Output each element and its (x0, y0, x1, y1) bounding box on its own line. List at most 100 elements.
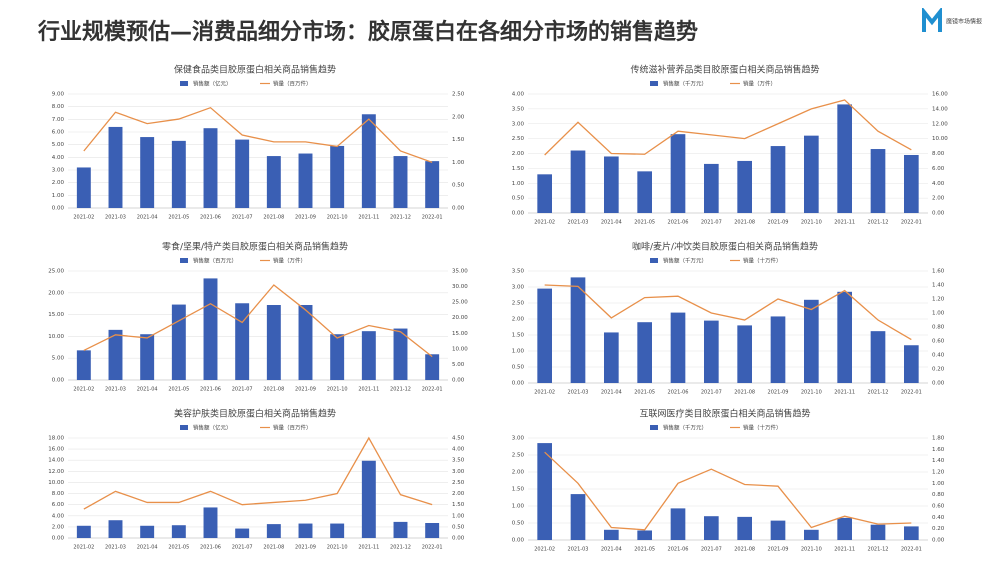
bar (393, 156, 408, 208)
y2-tick-label: 0.50 (452, 524, 465, 530)
bar (804, 299, 819, 383)
y2-tick-label: 1.00 (452, 513, 465, 519)
x-tick-label: 2021-02 (534, 547, 555, 553)
x-tick-label: 2021-12 (390, 545, 411, 551)
x-tick-label: 2021-03 (105, 545, 126, 551)
y-tick-label: 4.00 (52, 155, 65, 161)
bar (76, 350, 91, 380)
bar (425, 161, 440, 208)
chart-panel: 咖啡/麦片/冲饮类目胶原蛋白相关商品销售趋势 0.00 0.50 1.00 1.50 2.… (490, 235, 960, 407)
bar (425, 523, 440, 538)
logo-text: 魔镜市场情报 (946, 18, 982, 26)
y2-tick-label: 1.40 (932, 458, 945, 464)
line (544, 99, 912, 156)
y-tick-label: 5.00 (52, 142, 65, 148)
legend-label: 销售额（千万元） (663, 257, 707, 265)
y-tick-label: 3.50 (512, 106, 525, 112)
legend-label: 销量（万件） (273, 257, 306, 265)
y2-tick-label: 0.00 (452, 378, 465, 384)
y2-tick-label: 0.60 (932, 339, 945, 345)
y-tick-label: 8.00 (52, 104, 65, 110)
bar (235, 303, 250, 380)
y2-tick-label: 0.40 (932, 353, 945, 359)
bar (570, 494, 586, 540)
y2-tick-label: 4.00 (452, 447, 465, 453)
y2-tick-label: 14.00 (932, 106, 948, 112)
legend-label: 销量（万件） (743, 80, 776, 88)
y-tick-label: 1.50 (512, 333, 525, 339)
y2-tick-label: 0.20 (932, 367, 945, 373)
chart: 互联网医疗类目胶原蛋白相关商品销售趋势 0.00 0.50 1.00 1.50 2.00 2… (512, 408, 945, 553)
y2-tick-label: 0.00 (452, 206, 465, 212)
y2-tick-label: 1.20 (932, 297, 945, 303)
x-tick-label: 2022-01 (422, 215, 443, 221)
y-tick-label: 6.00 (52, 502, 65, 508)
x-tick-label: 2021-11 (834, 390, 855, 396)
y-tick-label: 3.50 (512, 269, 525, 275)
legend-label: 销售额（千万元） (663, 424, 707, 432)
bar (570, 150, 586, 213)
bar (298, 523, 313, 538)
bar (704, 163, 719, 213)
chart: 咖啡/麦片/冲饮类目胶原蛋白相关商品销售趋势 0.00 0.50 1.00 1.50 2.… (512, 241, 945, 396)
x-tick-label: 2021-02 (73, 215, 94, 221)
x-tick-label: 2021-08 (734, 390, 755, 396)
y-tick-label: 2.50 (512, 136, 525, 142)
legend-label: 销售额（亿元） (193, 80, 232, 88)
bar (804, 529, 819, 540)
x-tick-label: 2021-05 (634, 220, 655, 226)
x-tick-label: 2021-12 (868, 220, 889, 226)
y-tick-label: 2.00 (512, 151, 525, 157)
chart-title: 美容护肤类目胶原蛋白相关商品销售趋势 (174, 408, 336, 420)
x-tick-label: 2021-04 (137, 545, 158, 551)
bar (604, 529, 619, 540)
x-tick-label: 2021-11 (834, 220, 855, 226)
bar (704, 320, 719, 383)
x-tick-label: 2021-02 (534, 220, 555, 226)
y2-tick-label: 10.00 (452, 346, 468, 352)
bar (870, 524, 886, 540)
bar (140, 525, 155, 538)
x-tick-label: 2022-01 (901, 390, 922, 396)
x-tick-label: 2021-06 (200, 387, 221, 393)
bar (361, 114, 376, 208)
x-tick-label: 2021-07 (701, 390, 722, 396)
x-tick-label: 2021-08 (263, 545, 284, 551)
x-tick-label: 2021-05 (168, 215, 189, 221)
y2-tick-label: 1.60 (932, 269, 945, 275)
bar (298, 305, 313, 380)
y-tick-label: 7.00 (52, 117, 65, 123)
legend-label: 销售额（百万元） (193, 257, 237, 265)
logo-mark (922, 8, 942, 32)
bar (870, 331, 886, 383)
chart-title: 咖啡/麦片/冲饮类目胶原蛋白相关商品销售趋势 (632, 241, 818, 253)
x-tick-label: 2022-01 (901, 220, 922, 226)
bar (298, 153, 313, 208)
y-tick-label: 0.50 (512, 365, 525, 371)
x-tick-label: 2021-07 (701, 220, 722, 226)
legend-label: 销量（十万件） (743, 424, 782, 432)
chart: 传统滋补营养品类目胶原蛋白相关商品销售趋势 0.00 0.50 1.00 1.50 2.0… (512, 64, 948, 226)
legend-swatch (180, 258, 188, 263)
y2-tick-label: 6.00 (932, 166, 945, 172)
y2-tick-label: 0.00 (932, 211, 945, 217)
y2-tick-label: 1.60 (932, 447, 945, 453)
legend-label: 销售额（千万元） (663, 80, 707, 88)
bar (837, 517, 852, 540)
x-tick-label: 2021-05 (634, 547, 655, 553)
y2-tick-label: 16.00 (932, 92, 948, 98)
y-tick-label: 1.00 (512, 181, 525, 187)
y2-tick-label: 10.00 (932, 136, 948, 142)
y2-tick-label: 1.20 (932, 470, 945, 476)
bar (537, 443, 552, 540)
y-tick-label: 3.00 (512, 285, 525, 291)
y-tick-label: 1.00 (512, 349, 525, 355)
y-tick-label: 6.00 (52, 130, 65, 136)
bar (904, 345, 919, 383)
legend-swatch (650, 258, 658, 263)
x-tick-label: 2021-04 (137, 387, 158, 393)
bar (235, 528, 250, 538)
x-tick-label: 2021-12 (390, 387, 411, 393)
y-tick-label: 0.00 (512, 211, 525, 217)
y2-tick-label: 15.00 (452, 331, 468, 337)
